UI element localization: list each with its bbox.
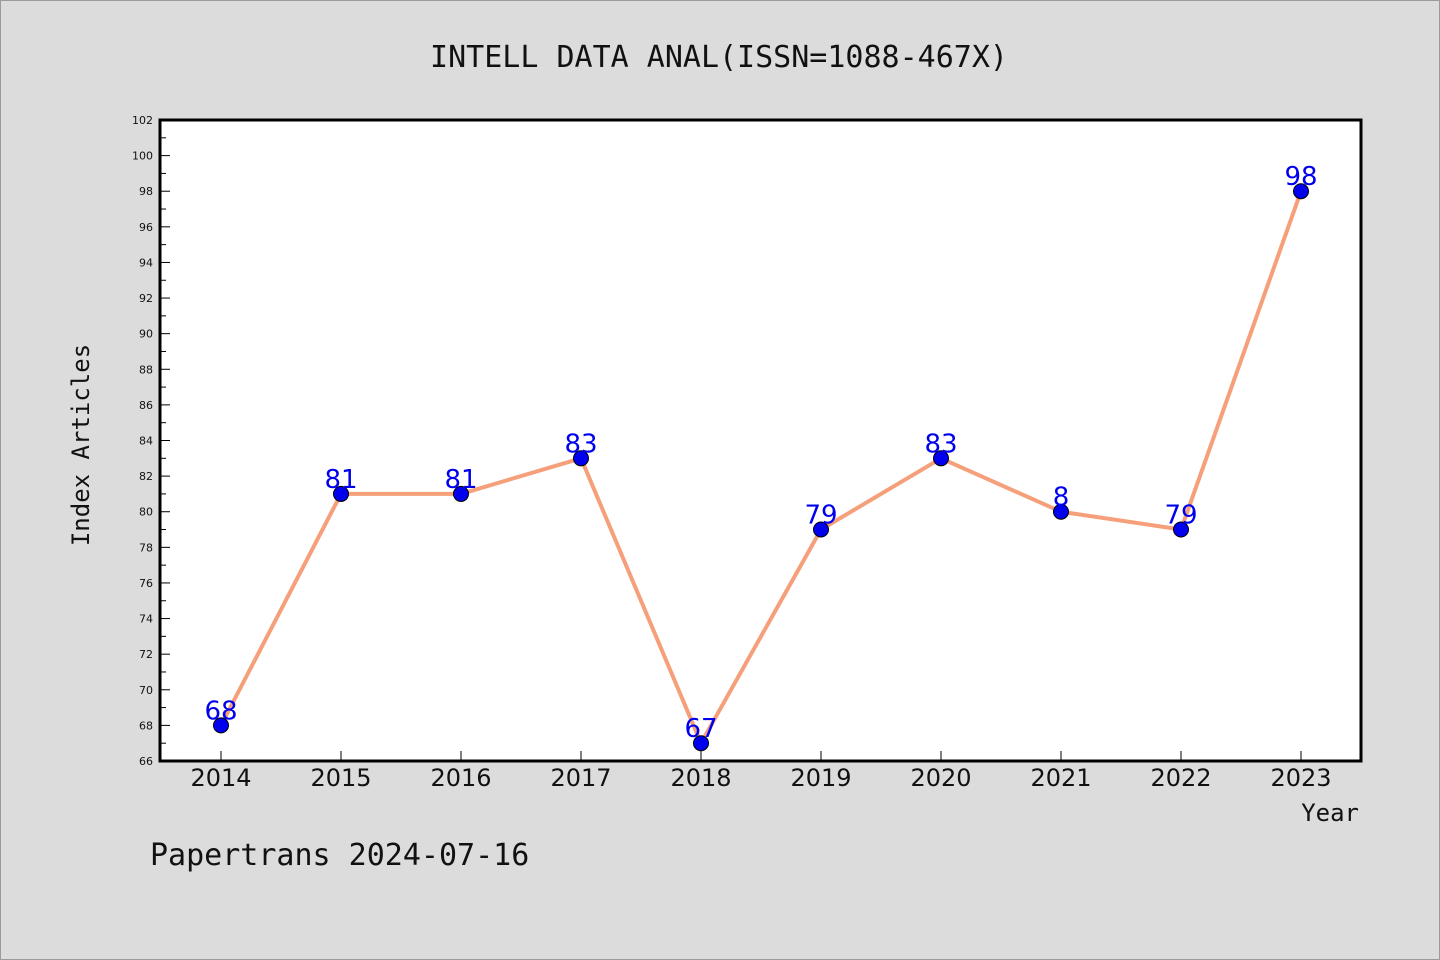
y-tick-label: 102 <box>132 114 153 127</box>
y-tick-label: 86 <box>139 399 153 412</box>
y-tick-label: 68 <box>139 719 153 732</box>
data-point <box>573 450 589 467</box>
y-tick-label: 88 <box>139 363 153 376</box>
y-tick-label: 78 <box>139 541 153 554</box>
y-tick-label: 82 <box>139 470 153 483</box>
data-label: 83 <box>924 429 957 459</box>
x-tick-label: 2019 <box>790 764 851 792</box>
data-label: 81 <box>444 465 477 495</box>
series-line <box>213 183 1309 752</box>
data-label: 81 <box>324 465 357 495</box>
y-tick-label: 100 <box>132 150 153 163</box>
data-label: 67 <box>684 714 717 744</box>
x-tick-label: 2023 <box>1270 764 1331 792</box>
data-label: 98 <box>1284 162 1317 192</box>
y-tick-label: 66 <box>139 755 153 768</box>
x-tick-label: 2017 <box>550 764 611 792</box>
data-point <box>1053 503 1069 520</box>
data-point <box>813 521 829 538</box>
x-axis-label: Year <box>1301 799 1359 827</box>
x-tick-label: 2020 <box>910 764 971 792</box>
footer-credit: Papertrans 2024-07-16 <box>150 838 529 873</box>
data-point <box>213 717 229 734</box>
data-point <box>933 450 949 467</box>
series-polyline <box>219 190 1303 746</box>
y-tick-label: 74 <box>139 613 153 626</box>
data-label: 68 <box>204 696 237 726</box>
y-tick-label: 70 <box>139 684 153 697</box>
y-tick-label: 72 <box>139 648 153 661</box>
chart-title: INTELL DATA ANAL(ISSN=1088-467X) <box>430 40 1008 75</box>
data-point <box>453 485 469 502</box>
data-label: 79 <box>804 501 837 531</box>
plot-area <box>158 118 1363 763</box>
x-tick-label: 2016 <box>430 764 491 792</box>
y-tick-label: 98 <box>139 185 153 198</box>
y-tick-label: 80 <box>139 506 153 519</box>
x-tick-label: 2015 <box>310 764 371 792</box>
x-axis: 2014 2015 2016 2017 2018 2019 2020 2021 2022 2023 <box>190 751 1332 792</box>
data-label: 79 <box>1164 501 1197 531</box>
data-labels: 68 81 81 83 67 79 83 8 79 98 <box>204 162 1317 744</box>
x-tick-label: 2014 <box>190 764 251 792</box>
x-tick-label: 2021 <box>1030 764 1091 792</box>
data-point <box>693 735 709 752</box>
data-label: 83 <box>564 429 597 459</box>
data-label: 8 <box>1053 483 1070 513</box>
y-tick-label: 76 <box>139 577 153 590</box>
y-axis: 66 68 70 72 74 76 78 80 82 84 86 88 90 92 94 96 98 100 102 <box>132 114 170 768</box>
x-tick-label: 2022 <box>1150 764 1211 792</box>
y-tick-label: 94 <box>139 256 153 269</box>
data-point <box>1173 521 1189 538</box>
y-axis-label: Index Articles <box>67 344 95 546</box>
x-tick-label: 2018 <box>670 764 731 792</box>
y-tick-label: 96 <box>139 221 153 234</box>
data-point <box>333 485 349 502</box>
y-tick-label: 84 <box>139 435 153 448</box>
y-tick-label: 90 <box>139 328 153 341</box>
data-point <box>1293 183 1309 200</box>
y-tick-label: 92 <box>139 292 153 305</box>
